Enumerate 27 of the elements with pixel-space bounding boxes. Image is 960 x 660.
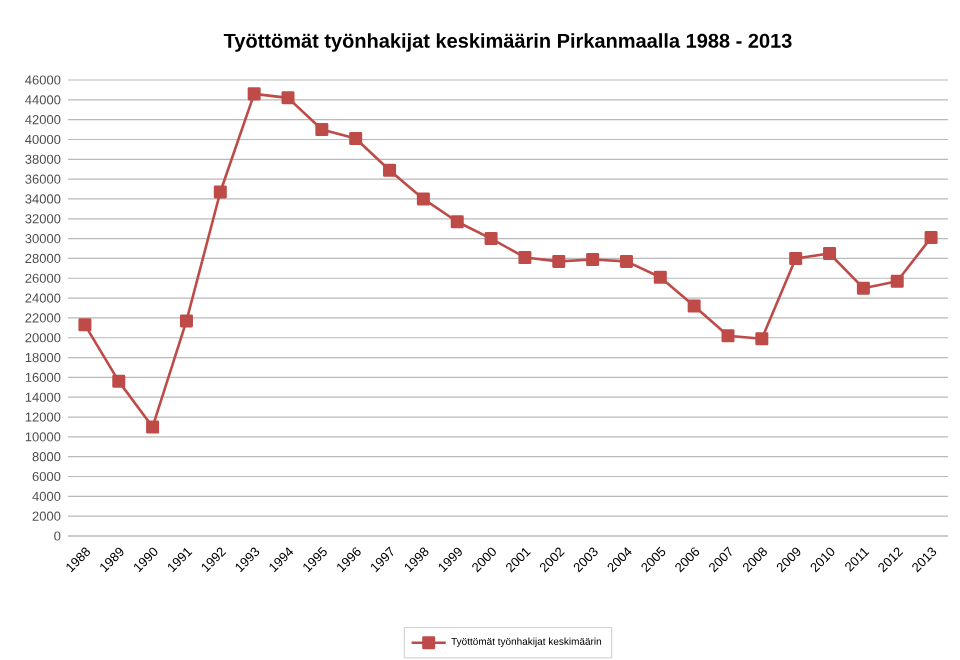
point — [450, 215, 464, 229]
point — [315, 123, 329, 137]
point — [349, 131, 363, 145]
chart-title: Työttömät työnhakijat keskimäärin Pirkanmaalla 1988 - 2013 — [223, 33, 792, 52]
point — [586, 252, 600, 266]
point — [721, 329, 735, 343]
point — [789, 251, 803, 265]
point — [552, 254, 566, 268]
point — [416, 192, 430, 206]
point — [146, 420, 160, 434]
point — [619, 254, 633, 268]
point — [755, 332, 769, 346]
point — [823, 246, 837, 260]
point — [518, 250, 532, 264]
point — [78, 318, 92, 332]
point — [653, 270, 667, 284]
point — [247, 87, 261, 101]
point — [383, 163, 397, 177]
point — [112, 374, 126, 388]
point — [484, 232, 498, 246]
point — [281, 91, 295, 105]
point — [687, 299, 701, 313]
point — [213, 185, 227, 199]
point — [179, 314, 193, 328]
point — [924, 231, 938, 245]
point — [856, 281, 870, 295]
point — [890, 274, 904, 288]
